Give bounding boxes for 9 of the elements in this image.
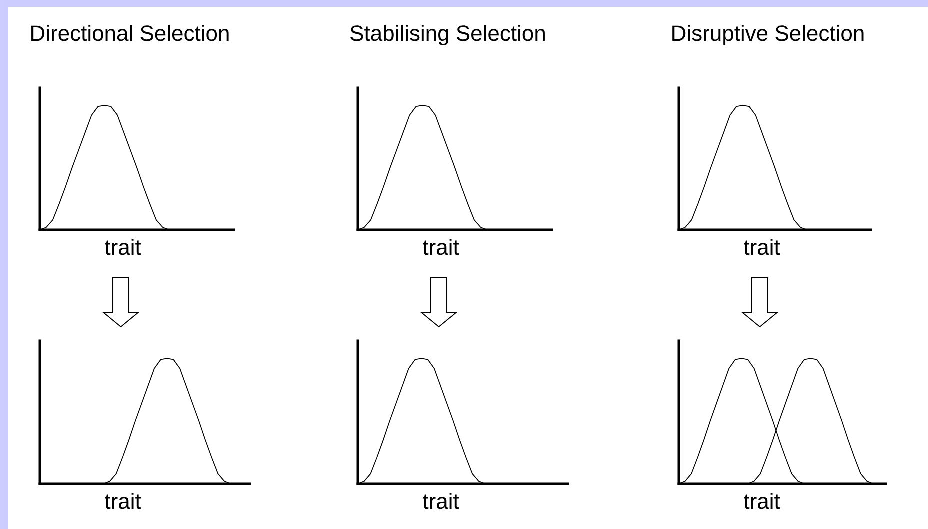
x-axis-title: trait <box>105 239 142 256</box>
x-axis-title: trait <box>744 493 780 510</box>
x-axis-title: trait <box>105 493 142 510</box>
x-axis-title: trait <box>423 239 460 256</box>
x-axis-title: trait <box>744 239 780 256</box>
x-axis-title: trait <box>423 493 460 510</box>
chart-title: Disruptive Selection <box>672 25 864 46</box>
chart-title: Stabilising Selection <box>350 25 545 46</box>
chart-title: Directional Selection <box>32 25 229 42</box>
